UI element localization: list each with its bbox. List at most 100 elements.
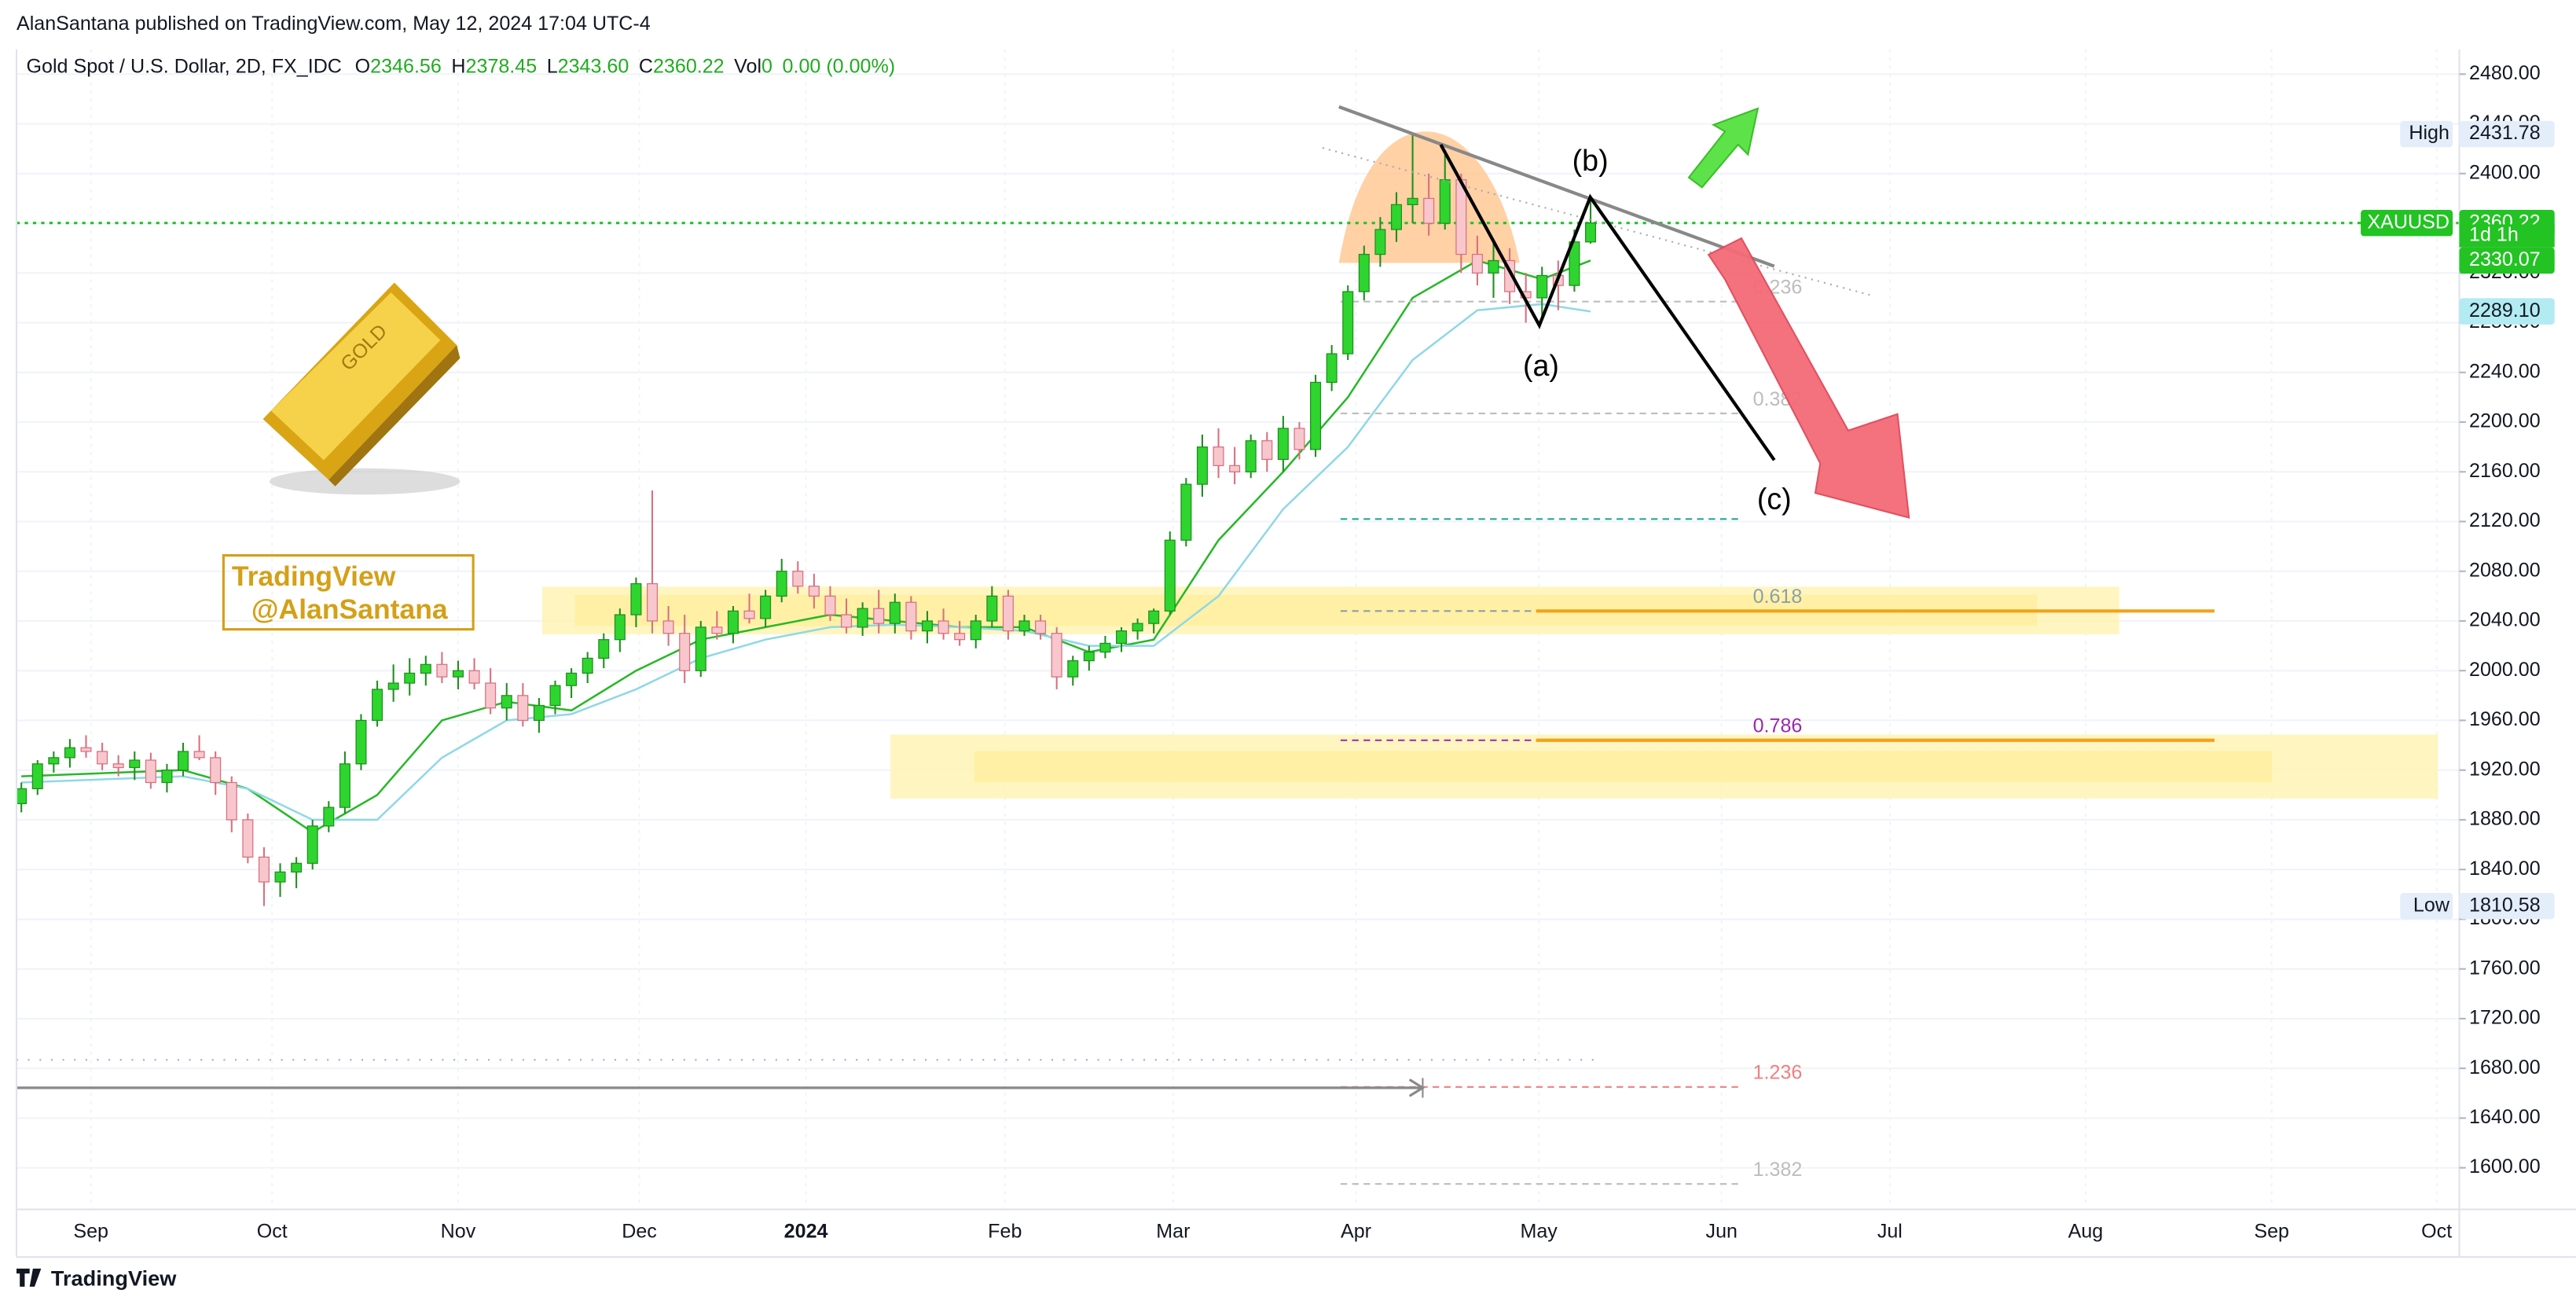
price-tag (2459, 120, 2555, 148)
candle-body (841, 614, 853, 628)
y-tick-label: 2200.00 (2469, 410, 2541, 432)
x-tick-label: Sep (2254, 1220, 2289, 1242)
candle-body (1245, 440, 1257, 472)
candle-body (727, 610, 739, 634)
price-tag-sub-bg (2459, 224, 2555, 248)
candle-body (226, 781, 237, 821)
candle-body (776, 571, 787, 597)
candle-body (161, 770, 173, 784)
legend-key: C (639, 55, 653, 77)
candle-body (1229, 465, 1241, 472)
candle-body (630, 582, 642, 615)
candle-body (1116, 630, 1128, 645)
candle-body (452, 670, 464, 678)
footer: TradingView (51, 1266, 177, 1291)
candle-body (517, 695, 529, 722)
candle-body (598, 639, 610, 660)
candle-body (873, 608, 885, 624)
candle-body (48, 757, 60, 765)
candle-body (1164, 539, 1176, 612)
x-tick-label: Aug (2068, 1220, 2104, 1242)
candle-body (1326, 353, 1338, 384)
candle-body (323, 806, 335, 827)
candle-body (80, 747, 92, 752)
fib-label: 0.786 (1753, 715, 1803, 737)
watermark: @AlanSantana (251, 593, 448, 625)
y-tick-label: 1880.00 (2469, 808, 2541, 830)
y-tick-label: 1840.00 (2469, 858, 2541, 880)
price-tag (2459, 298, 2555, 325)
candle-body (306, 825, 318, 864)
y-tick-label: 2480.00 (2469, 62, 2541, 84)
y-tick-label: 1760.00 (2469, 957, 2541, 979)
y-tick-label: 2040.00 (2469, 609, 2541, 631)
candle-body (1294, 428, 1305, 450)
x-tick-label: Feb (988, 1220, 1022, 1242)
legend-value: 0 (761, 55, 772, 77)
price-tag-value: 2330.07 (2469, 248, 2541, 270)
legend-value: 2360.22 (653, 55, 725, 77)
x-tick-label: Oct (2421, 1220, 2452, 1242)
candle-body (242, 819, 254, 858)
candle-body (921, 620, 933, 632)
legend-key: Vol (734, 55, 761, 77)
publisher: AlanSantana published on TradingView.com… (17, 13, 651, 35)
legend: Gold Spot / U.S. Dollar, 2D, FX_IDC O2346… (27, 55, 896, 77)
candle-body (1196, 446, 1208, 485)
candle-body (695, 626, 706, 671)
candle-body (824, 595, 836, 615)
candle-body (387, 682, 399, 690)
price-tag-value: 1810.58 (2469, 894, 2541, 916)
candle-body (662, 620, 674, 634)
candle-body (1342, 291, 1354, 355)
candle-body (857, 608, 868, 628)
y-tick-label: 1920.00 (2469, 758, 2541, 780)
candle-body (1132, 623, 1143, 632)
price-tag (2459, 247, 2555, 274)
candle-body (1261, 440, 1273, 461)
candle-body (1310, 381, 1322, 450)
x-tick-label: Mar (1156, 1220, 1190, 1242)
y-tick-label: 1680.00 (2469, 1056, 2541, 1078)
candle-body (1569, 241, 1580, 286)
y-tick-label: 2000.00 (2469, 659, 2541, 681)
candle-body (549, 685, 561, 707)
candle-body (16, 788, 28, 805)
x-tick-label: 2024 (784, 1220, 828, 1242)
y-tick-label: 1640.00 (2469, 1106, 2541, 1128)
candle-body (760, 595, 772, 619)
legend-key: O (355, 55, 371, 77)
candle-body (274, 871, 286, 883)
candle-body (372, 689, 383, 722)
price-tag-name-bg (2400, 120, 2453, 148)
up-arrow (1687, 107, 1760, 189)
candle-body (986, 595, 998, 622)
price-tag-name: XAUUSD (2367, 211, 2449, 233)
candle-body (291, 862, 303, 873)
x-tick-label: May (1520, 1220, 1558, 1242)
x-tick-label: Nov (441, 1220, 476, 1242)
x-tick-label: Dec (622, 1220, 657, 1242)
legend-key: L (547, 55, 558, 77)
price-tag-name: High (2409, 122, 2449, 144)
x-tick-label: Jul (1877, 1220, 1903, 1242)
candle-body (1374, 229, 1386, 255)
candle-body (1148, 610, 1160, 624)
candle-body (112, 763, 124, 769)
legend-value: 2346.56 (370, 55, 442, 77)
legend-value: 2343.60 (558, 55, 629, 77)
candles (16, 134, 1597, 906)
candle-body (1358, 253, 1370, 292)
zigzag (1439, 143, 1776, 461)
candle-body (404, 672, 416, 684)
candle-body (1018, 620, 1030, 632)
zone (974, 751, 2273, 783)
candle-body (436, 663, 448, 678)
watermark-box (222, 554, 475, 631)
candle-body (647, 582, 659, 622)
footer-logo: TradingView (16, 1266, 177, 1291)
